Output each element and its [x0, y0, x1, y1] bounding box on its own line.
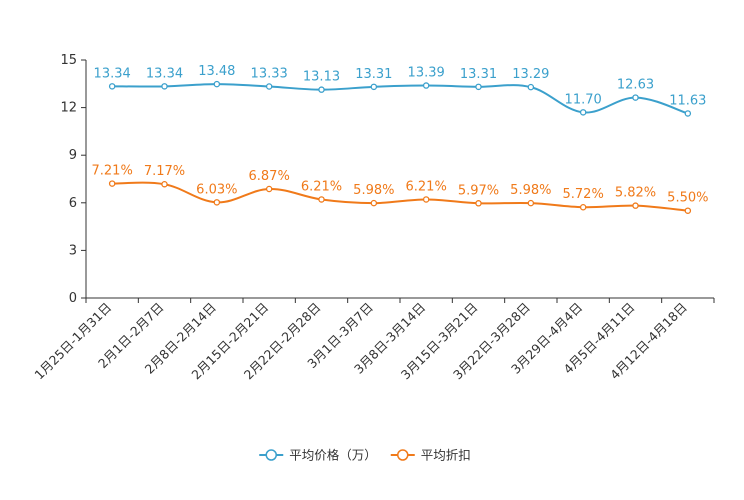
series-1-data-label: 6.21%: [301, 179, 342, 194]
series-0-point[interactable]: [213, 80, 221, 88]
series-0-data-label: 13.31: [355, 67, 392, 82]
y-tick-label: 3: [69, 243, 77, 258]
series-0-point[interactable]: [527, 83, 535, 91]
series-1-point[interactable]: [422, 196, 430, 203]
series-1-point[interactable]: [579, 203, 587, 211]
y-tick-label: 12: [60, 101, 77, 116]
series-1-data-label: 6.21%: [406, 179, 447, 194]
series-0-data-label: 13.13: [303, 70, 340, 85]
series-1-point[interactable]: [265, 185, 273, 193]
series-layer: [108, 80, 692, 214]
series-1-point[interactable]: [108, 180, 116, 187]
series-1-data-label: 5.98%: [510, 183, 551, 198]
series-0-point[interactable]: [370, 83, 378, 91]
series-1-point[interactable]: [684, 207, 692, 214]
x-tick-label: 1月25日-1月31日: [31, 300, 114, 383]
series-0-data-label: 13.48: [198, 64, 235, 79]
series-1-point[interactable]: [213, 199, 221, 206]
series-1-data-label: 7.17%: [144, 164, 185, 179]
series-0-point[interactable]: [422, 82, 430, 89]
legend-label-0: 平均价格（万）: [289, 448, 377, 463]
legend-item-1[interactable]: 平均折扣: [390, 448, 471, 463]
y-tick-label: 9: [69, 148, 77, 163]
y-tick-label: 0: [69, 291, 77, 306]
legend[interactable]: 平均价格（万） 平均折扣: [259, 448, 471, 463]
series-1-data-label: 5.97%: [458, 183, 499, 198]
series-0-data-label: 13.34: [146, 66, 183, 81]
legend-circle-icon: [397, 449, 409, 461]
series-0-point[interactable]: [684, 110, 692, 117]
series-1-point[interactable]: [370, 199, 378, 207]
series-line-0: [112, 83, 689, 115]
series-0-point[interactable]: [632, 94, 639, 101]
series-1-point[interactable]: [632, 202, 639, 209]
series-0-data-label: 11.63: [669, 93, 706, 108]
legend-item-0[interactable]: 平均价格（万）: [259, 448, 377, 463]
series-1-point[interactable]: [161, 180, 168, 188]
series-1-point[interactable]: [527, 199, 535, 207]
series-1-data-label: 5.72%: [563, 187, 604, 202]
series-0-data-label: 13.39: [408, 66, 445, 81]
series-0-point[interactable]: [161, 83, 168, 90]
series-0-point[interactable]: [475, 83, 482, 91]
series-1-data-label: 6.03%: [196, 182, 237, 197]
y-tick-label: 15: [60, 53, 77, 68]
y-tick-label: 6: [69, 196, 77, 211]
series-1-point[interactable]: [475, 200, 482, 207]
series-0-data-label: 11.70: [565, 92, 602, 107]
series-1-data-label: 5.50%: [667, 191, 708, 206]
series-0-point[interactable]: [108, 83, 116, 90]
series-0-data-label: 13.29: [512, 67, 549, 82]
axes-layer: 036912151月25日-1月31日2月1日-2月7日2月8日-2月14日2月…: [31, 53, 715, 383]
series-1-data-label: 5.98%: [353, 183, 394, 198]
series-0-data-label: 13.34: [94, 66, 131, 81]
series-1-data-label: 5.82%: [615, 186, 656, 201]
series-1-data-label: 7.21%: [92, 164, 133, 179]
series-1-point[interactable]: [318, 196, 325, 203]
legend-label-1: 平均折扣: [421, 448, 471, 463]
legend-circle-icon: [265, 449, 277, 461]
data-labels-layer: 13.34 13.34 13.48 13.33 13.13 13.31 13.39 13.31…: [92, 64, 709, 206]
series-0-data-label: 13.33: [251, 66, 288, 81]
series-line-1: [112, 181, 688, 212]
series-0-point[interactable]: [265, 83, 273, 90]
series-0-point[interactable]: [318, 86, 325, 93]
series-0-data-label: 12.63: [617, 78, 654, 93]
series-1-data-label: 6.87%: [249, 169, 290, 184]
series-0-point[interactable]: [579, 109, 587, 116]
series-0-data-label: 13.31: [460, 67, 497, 82]
